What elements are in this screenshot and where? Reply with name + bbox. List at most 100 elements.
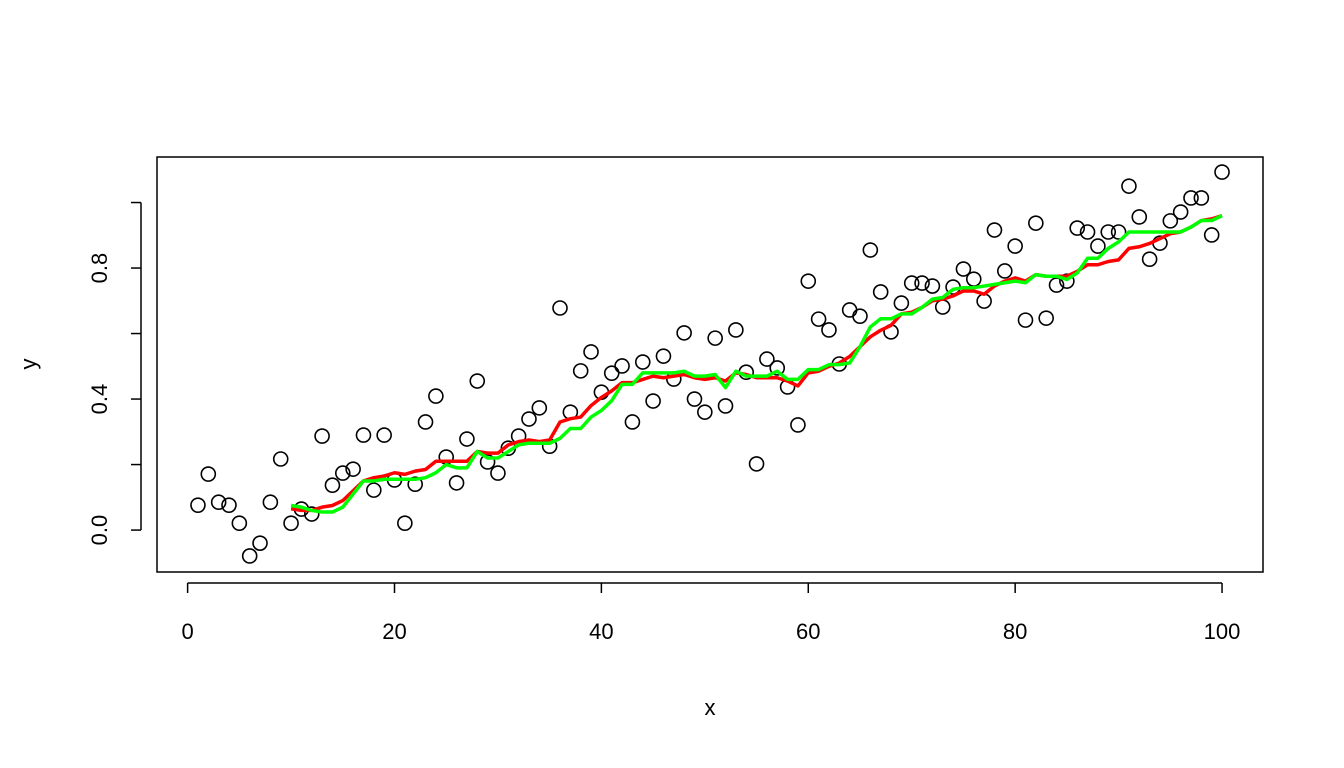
point xyxy=(821,322,837,338)
point xyxy=(417,414,434,430)
point xyxy=(1069,220,1086,236)
point xyxy=(759,351,775,367)
point xyxy=(303,506,320,522)
x-tick-label: 100 xyxy=(1204,619,1241,644)
point xyxy=(314,428,330,444)
point xyxy=(1193,190,1210,206)
point xyxy=(986,222,1003,238)
point xyxy=(976,293,992,309)
y-tick-label: 0.4 xyxy=(87,384,112,415)
point xyxy=(1007,238,1023,254)
point xyxy=(717,398,734,414)
point xyxy=(200,466,217,482)
x-tick-label: 0 xyxy=(181,619,193,644)
point xyxy=(697,404,713,420)
point xyxy=(955,261,972,277)
point xyxy=(862,242,879,258)
point xyxy=(1141,251,1158,267)
plot-box xyxy=(156,156,1264,573)
point xyxy=(459,431,475,447)
point xyxy=(1048,277,1065,293)
point xyxy=(469,373,486,389)
point xyxy=(676,325,692,341)
point xyxy=(841,302,858,318)
point xyxy=(707,330,723,346)
point xyxy=(1214,164,1230,180)
smooth-line xyxy=(290,214,1223,514)
point xyxy=(210,494,227,511)
point xyxy=(686,391,703,407)
point xyxy=(1162,213,1179,229)
point xyxy=(934,299,951,315)
point xyxy=(614,358,630,374)
point xyxy=(1038,310,1054,326)
point xyxy=(800,273,817,289)
point xyxy=(965,271,982,287)
point xyxy=(634,354,651,370)
point xyxy=(872,284,889,300)
x-tick-label: 20 xyxy=(382,619,406,644)
smooth-line xyxy=(290,213,1223,513)
y-tick-label: 0.8 xyxy=(87,253,112,284)
point xyxy=(366,482,382,498)
point xyxy=(1131,209,1148,225)
point xyxy=(1172,204,1189,220)
y-tick-label: 0.0 xyxy=(87,515,112,546)
point xyxy=(583,344,599,360)
point xyxy=(1183,190,1199,206)
point xyxy=(397,515,413,531)
point xyxy=(531,400,548,416)
point xyxy=(1017,312,1034,328)
point xyxy=(448,475,465,491)
point xyxy=(1028,215,1044,231)
point xyxy=(1100,224,1117,240)
point xyxy=(852,308,868,324)
point xyxy=(262,494,279,511)
point xyxy=(552,300,568,316)
point xyxy=(603,365,620,381)
point xyxy=(748,456,765,472)
point xyxy=(241,548,258,564)
point xyxy=(1110,224,1127,240)
point xyxy=(655,348,672,364)
point xyxy=(221,497,237,513)
point xyxy=(190,497,206,513)
point xyxy=(1059,273,1075,289)
point xyxy=(345,461,361,477)
point xyxy=(769,360,786,376)
point xyxy=(645,393,661,409)
point xyxy=(914,275,930,291)
x-tick-label: 40 xyxy=(589,619,613,644)
point xyxy=(324,477,341,494)
point xyxy=(790,417,806,433)
point xyxy=(355,427,372,443)
point xyxy=(1079,224,1096,240)
point xyxy=(924,278,941,294)
point xyxy=(624,414,641,430)
point xyxy=(893,295,910,311)
point xyxy=(334,465,351,481)
point xyxy=(810,311,827,327)
point xyxy=(1090,238,1106,254)
point xyxy=(1203,227,1220,243)
point xyxy=(728,322,744,338)
point xyxy=(231,515,248,531)
point xyxy=(272,451,289,467)
point xyxy=(521,411,537,427)
point xyxy=(376,427,392,443)
point xyxy=(1121,178,1137,194)
y-axis-title: y xyxy=(16,359,41,370)
x-axis-title: x xyxy=(705,695,716,720)
point xyxy=(997,263,1013,279)
point xyxy=(283,515,299,531)
point xyxy=(490,465,506,481)
point xyxy=(252,535,268,551)
x-tick-label: 80 xyxy=(1003,619,1027,644)
point xyxy=(479,454,496,470)
point xyxy=(407,476,423,493)
x-tick-label: 60 xyxy=(796,619,820,644)
point xyxy=(903,275,920,291)
point xyxy=(428,388,444,404)
